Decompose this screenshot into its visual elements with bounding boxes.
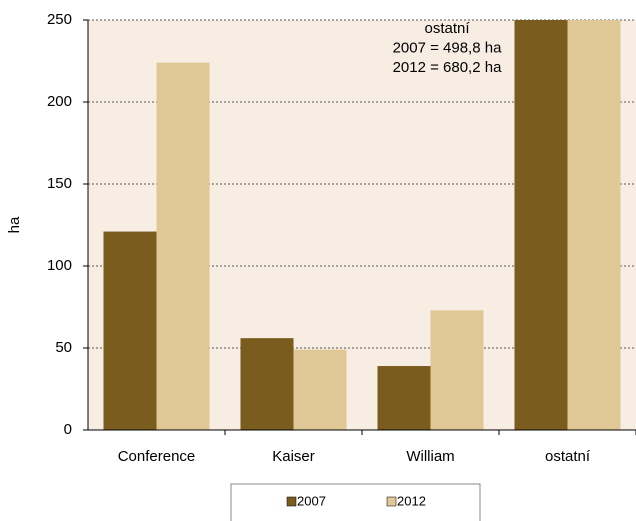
x-tick-label: Conference xyxy=(118,448,196,465)
legend-label: 2007 xyxy=(297,493,326,508)
y-tick-label: 150 xyxy=(47,175,72,192)
y-tick-label: 50 xyxy=(55,339,72,356)
annotation: ostatní xyxy=(424,20,470,37)
legend-swatch xyxy=(386,496,397,507)
x-tick-label: ostatní xyxy=(545,448,591,465)
annotation: 2012 = 680,2 ha xyxy=(393,59,503,76)
y-tick-label: 100 xyxy=(47,257,72,274)
bar xyxy=(156,62,210,430)
bar xyxy=(240,338,294,430)
x-tick-label: Kaiser xyxy=(272,448,315,465)
bar xyxy=(430,310,484,430)
legend xyxy=(230,483,481,521)
bar xyxy=(567,20,621,430)
x-tick-label: William xyxy=(406,448,454,465)
legend-swatch xyxy=(286,496,297,507)
annotation: 2007 = 498,8 ha xyxy=(393,39,503,56)
bar xyxy=(377,366,431,430)
y-tick-label: 250 xyxy=(47,11,72,28)
bar xyxy=(293,349,347,430)
bar xyxy=(103,231,157,430)
y-tick-label: 200 xyxy=(47,93,72,110)
legend-label: 2012 xyxy=(397,493,426,508)
y-axis-label: ha xyxy=(6,216,23,233)
y-tick-label: 0 xyxy=(64,421,72,438)
bar xyxy=(514,20,568,430)
